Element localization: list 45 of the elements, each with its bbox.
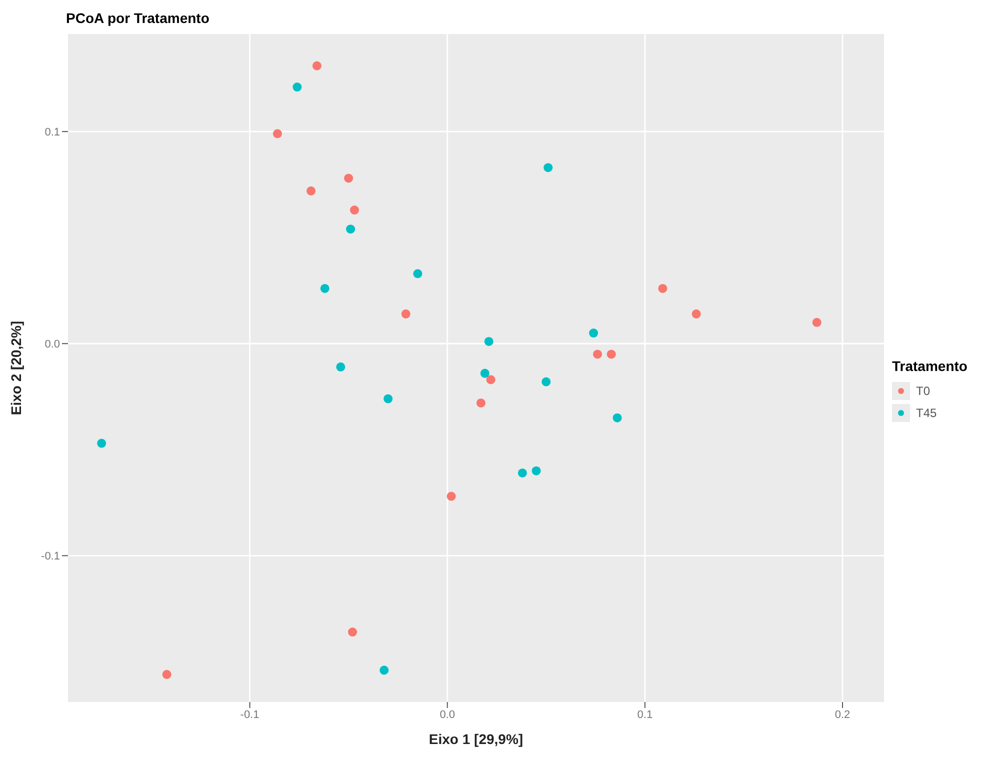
- y-axis-title: Eixo 2 [20,2%]: [8, 320, 24, 416]
- x-tick-label: 0.0: [440, 708, 455, 721]
- point: [544, 163, 553, 172]
- point: [320, 284, 330, 293]
- point: [480, 368, 490, 378]
- point: [606, 350, 616, 359]
- point: [612, 413, 622, 422]
- y-tick-label: 0.1: [44, 126, 60, 138]
- point: [306, 186, 316, 196]
- y-tick-label: 0.0: [44, 338, 60, 351]
- point: [812, 318, 822, 327]
- point: [476, 398, 486, 408]
- point: [589, 328, 598, 338]
- point: [292, 82, 302, 92]
- point: [532, 466, 541, 476]
- x-axis-title: Eixo 1 [29,9%]: [428, 731, 524, 747]
- point: [592, 350, 602, 359]
- point: [350, 206, 360, 215]
- point: [658, 284, 668, 293]
- point: [446, 492, 456, 501]
- point: [692, 309, 701, 318]
- legend-label: T45: [915, 405, 938, 422]
- x-tick-label: 0.2: [834, 708, 850, 721]
- point: [272, 129, 282, 138]
- point: [401, 309, 410, 318]
- point: [162, 670, 172, 679]
- x-tick-label: -0.1: [240, 708, 260, 721]
- point: [346, 224, 356, 234]
- x-tick-label: 0.1: [637, 708, 653, 721]
- point: [336, 362, 346, 372]
- point: [384, 394, 393, 404]
- legend-title: Tratamento: [892, 358, 968, 374]
- point: [413, 269, 422, 278]
- point: [348, 628, 358, 637]
- point: [542, 377, 551, 386]
- chart-title: PCoA por Tratamento: [66, 10, 210, 26]
- point: [484, 336, 494, 346]
- point: [380, 666, 389, 675]
- point: [486, 375, 496, 384]
- point: [518, 468, 527, 478]
- y-tick-label: -0.1: [41, 550, 60, 563]
- point: [312, 61, 322, 70]
- point: [344, 174, 354, 183]
- point: [97, 438, 106, 448]
- legend-label: T0: [915, 383, 932, 400]
